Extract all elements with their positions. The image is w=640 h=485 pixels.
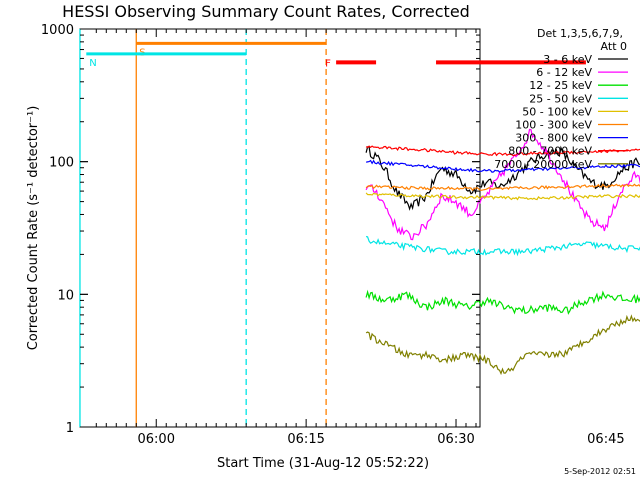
x-tick-label: 06:30 (437, 432, 474, 447)
series-line (365, 289, 640, 315)
y-tick-label: 1000 (41, 23, 74, 38)
y-ticks: 1 10 100 1000 (41, 23, 480, 436)
y-tick-label: 1 (66, 421, 74, 436)
legend-entry-label: 25 - 50 keV (529, 92, 592, 105)
legend-entry-label: 12 - 25 keV (529, 79, 592, 92)
legend-entry-label: 3 - 6 keV (543, 53, 592, 66)
creation-timestamp: 5-Sep-2012 02:51 (564, 467, 636, 476)
y-axis-label: Corrected Count Rate (s⁻¹ detector⁻¹) (26, 106, 41, 351)
series-line (365, 159, 640, 173)
x-tick-label: 06:15 (287, 432, 324, 447)
plot-frame (79, 28, 481, 428)
legend-entry-label: 50 - 100 keV (522, 105, 592, 118)
x-tick-label: 06:00 (138, 432, 175, 447)
series-line (365, 183, 640, 192)
legend-entry-label: 6 - 12 keV (536, 66, 592, 79)
legend-header-detectors: Det 1,3,5,6,7,9, (537, 27, 623, 40)
chart-title: HESSI Observing Summary Count Rates, Cor… (62, 2, 470, 21)
series-line (365, 235, 640, 257)
marker-lines (79, 29, 327, 427)
flag-code-label: F (325, 58, 331, 69)
series-line (365, 192, 640, 201)
series-line (365, 314, 640, 376)
series-line (365, 145, 640, 211)
series-line (365, 128, 640, 241)
legend-entry-label: 7000 - 20000 keV (494, 158, 592, 171)
x-axis-label: Start Time (31-Aug-12 05:52:22) (217, 456, 429, 471)
y-tick-label: 100 (49, 156, 74, 171)
y-tick-label: 10 (57, 288, 74, 303)
legend-entry-label: 100 - 300 keV (515, 119, 592, 132)
flag-bars: SNNF (86, 41, 586, 69)
legend-entry-label: 300 - 800 keV (515, 132, 592, 145)
legend-entry-label: 800 - 7000 keV (508, 145, 592, 158)
x-tick-label: 06:45 (587, 432, 624, 447)
flag-code-label: N (89, 58, 96, 69)
legend-header-attenuator: Att 0 (601, 40, 627, 53)
